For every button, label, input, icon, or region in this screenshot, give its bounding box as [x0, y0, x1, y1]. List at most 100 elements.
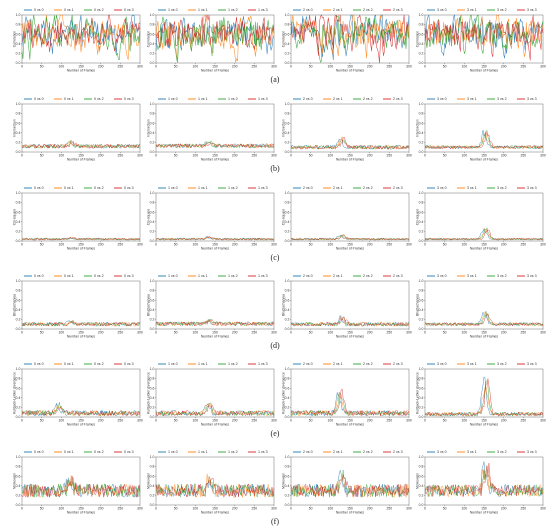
y-tick-label: 0.0	[16, 415, 21, 419]
x-tick-label: 50	[309, 243, 313, 247]
x-tick-label: 0	[290, 331, 292, 335]
x-tick-label: 150	[78, 331, 84, 335]
series-line	[21, 14, 141, 60]
x-tick-label: 250	[386, 65, 392, 69]
y-tick-label: 1.0	[150, 279, 155, 283]
series-line	[155, 16, 275, 55]
legend-label: 2 vs 2	[363, 97, 373, 101]
y-tick-label: 1.0	[285, 455, 290, 459]
x-tick-label: 100	[327, 507, 333, 511]
x-tick-label: 150	[347, 331, 353, 335]
series-line	[424, 131, 544, 150]
legend-label: 3 vs 1	[467, 186, 477, 190]
legend-label: 2 vs 0	[303, 186, 313, 190]
y-tick-label: 1.0	[150, 102, 155, 106]
subplot-1-0: 0 vs 0 0 vs 1 0 vs 2 0 vs 3 0.0 0.2 0.4 0.6 0.8 1…	[13, 97, 143, 161]
y-tick-label: 0.6	[16, 474, 21, 478]
y-axis-label: Intersection	[416, 119, 420, 137]
y-tick-label: 0.2	[419, 406, 424, 410]
x-tick-label: 50	[174, 419, 178, 423]
x-tick-label: 300	[406, 154, 412, 158]
legend-label: 1 vs 2	[228, 186, 238, 190]
y-tick-label: 0.4	[285, 396, 290, 400]
x-tick-label: 250	[520, 65, 526, 69]
y-tick-label: 0.0	[150, 239, 155, 243]
x-tick-label: 250	[251, 331, 257, 335]
x-tick-label: 150	[212, 507, 218, 511]
y-tick-label: 0.0	[150, 327, 155, 331]
subplot-5-0: 0 vs 0 0 vs 1 0 vs 2 0 vs 3 0.0 0.2 0.4 0.6 0.8 1…	[13, 450, 143, 514]
y-tick-label: 0.2	[419, 494, 424, 498]
x-tick-label: 50	[309, 65, 313, 69]
x-tick-label: 250	[117, 331, 123, 335]
x-axis-label: Number of Frames	[67, 69, 96, 73]
legend-label: 0 vs 3	[124, 362, 134, 366]
x-axis-label: Number of Frames	[336, 158, 365, 162]
legend-label: 1 vs 1	[198, 186, 208, 190]
y-tick-label: 0.2	[16, 318, 21, 322]
y-tick-label: 0.8	[419, 465, 424, 469]
series-line	[424, 462, 544, 497]
x-tick-label: 200	[501, 419, 507, 423]
x-tick-label: 200	[232, 65, 238, 69]
x-tick-label: 100	[192, 243, 198, 247]
x-axis-label: Number of Frames	[336, 423, 365, 427]
x-tick-label: 150	[78, 154, 84, 158]
legend-label: 2 vs 1	[333, 97, 343, 101]
y-tick-label: 0.2	[150, 318, 155, 322]
y-tick-label: 0.8	[285, 23, 290, 27]
legend-label: 2 vs 2	[363, 450, 373, 454]
legend-label: 3 vs 2	[497, 362, 507, 366]
legend-label: 0 vs 2	[94, 450, 104, 454]
y-tick-label: 0.2	[16, 141, 21, 145]
subplot-5-2: 2 vs 0 2 vs 1 2 vs 2 2 vs 3 0.0 0.2 0.4 0.6 0.8 1…	[282, 450, 412, 514]
x-tick-label: 50	[174, 507, 178, 511]
x-tick-label: 50	[40, 331, 44, 335]
y-tick-label: 0.0	[419, 327, 424, 331]
legend: 2 vs 0 2 vs 1 2 vs 2 2 vs 3	[293, 97, 403, 101]
y-tick-label: 0.6	[419, 298, 424, 302]
x-axis-label: Number of Frames	[470, 335, 499, 339]
series-line	[290, 388, 410, 417]
panel-label: (a)	[271, 75, 280, 84]
axes-frame	[155, 192, 275, 242]
x-tick-label: 50	[40, 507, 44, 511]
x-tick-label: 250	[117, 243, 123, 247]
x-tick-label: 0	[424, 507, 426, 511]
legend-label: 3 vs 3	[527, 186, 537, 190]
y-tick-label: 0.6	[285, 474, 290, 478]
x-tick-label: 0	[21, 243, 23, 247]
x-tick-label: 150	[347, 419, 353, 423]
x-tick-label: 200	[98, 419, 104, 423]
x-tick-label: 0	[290, 507, 292, 511]
y-tick-label: 0.8	[150, 201, 155, 205]
legend-label: 1 vs 2	[228, 274, 238, 278]
y-axis-label: Intersection	[147, 119, 151, 137]
legend-label: 3 vs 2	[497, 8, 507, 12]
x-tick-label: 200	[501, 507, 507, 511]
series-line	[290, 316, 410, 327]
x-tick-label: 100	[461, 331, 467, 335]
y-tick-label: 0.6	[16, 210, 21, 214]
legend-label: 0 vs 0	[34, 186, 44, 190]
y-tick-label: 0.6	[16, 298, 21, 302]
x-tick-label: 150	[347, 243, 353, 247]
series-line	[21, 477, 141, 498]
legend-label: 0 vs 2	[94, 186, 104, 190]
x-tick-label: 100	[327, 331, 333, 335]
x-tick-label: 200	[232, 419, 238, 423]
x-tick-label: 200	[501, 331, 507, 335]
y-tick-label: 0.4	[285, 131, 290, 135]
series-line	[424, 376, 544, 417]
y-tick-label: 0.8	[150, 112, 155, 116]
x-tick-label: 0	[155, 507, 157, 511]
series-line	[424, 228, 544, 241]
legend-label: 1 vs 0	[168, 274, 178, 278]
y-tick-label: 0.8	[16, 23, 21, 27]
legend-label: 3 vs 3	[527, 274, 537, 278]
y-tick-label: 0.4	[16, 484, 21, 488]
legend-label: 3 vs 1	[467, 450, 477, 454]
panel-label: (d)	[270, 341, 280, 350]
series-line	[21, 140, 141, 149]
